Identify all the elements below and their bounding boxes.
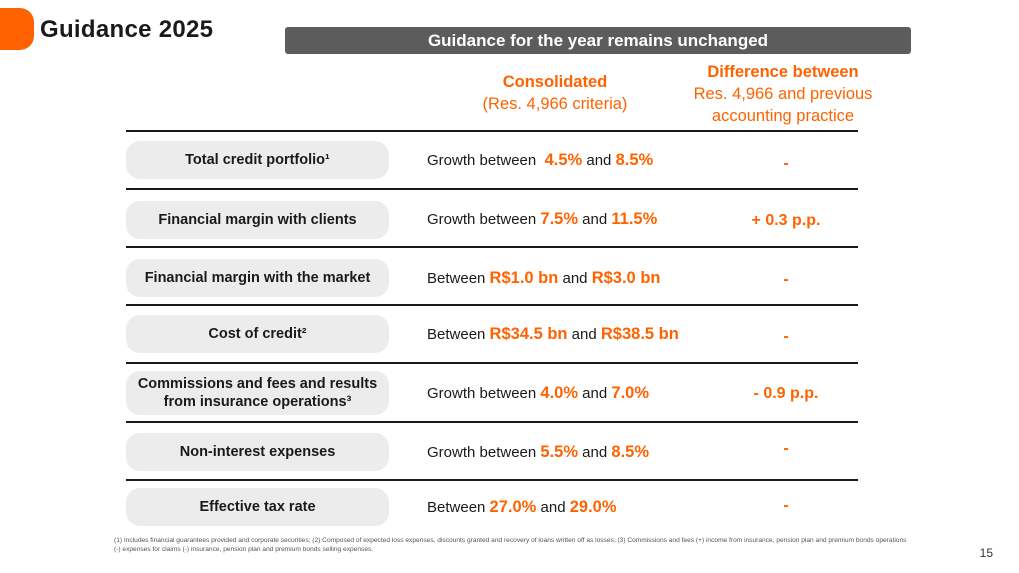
guidance-low-value: 27.0% xyxy=(489,498,537,516)
row-label: Cost of credit² xyxy=(208,326,307,342)
guidance-row: Financial margin with clients Growth bet… xyxy=(0,0,1019,239)
row-label-pill: Cost of credit² xyxy=(126,315,389,353)
row-separator xyxy=(126,130,858,132)
guidance-high-value: 11.5% xyxy=(611,210,658,228)
page-title: Guidance 2025 xyxy=(40,16,214,43)
guidance-row: Financial margin with the market Between… xyxy=(0,0,1019,297)
guidance-high-value: R$3.0 bn xyxy=(591,269,661,287)
difference-title: Difference between xyxy=(707,63,859,81)
row-difference: - xyxy=(783,271,789,288)
guidance-row: Non-interest expenses Growth between 5.5… xyxy=(0,0,1019,471)
guidance-prefix: Growth between xyxy=(427,385,541,402)
row-difference: - xyxy=(783,497,789,514)
row-label-pill: Non-interest expenses xyxy=(126,433,389,471)
guidance-and: and xyxy=(567,326,601,343)
row-separator xyxy=(126,246,858,248)
guidance-low-value: R$34.5 bn xyxy=(489,325,568,343)
guidance-high-value: 8.5% xyxy=(615,151,654,169)
guidance-row: Commissions and fees and results from in… xyxy=(0,0,1019,415)
guidance-and: and xyxy=(578,444,612,461)
row-separator xyxy=(126,362,858,364)
guidance-prefix: Growth between xyxy=(427,152,541,169)
guidance-and: and xyxy=(578,385,612,402)
row-separator xyxy=(126,304,858,306)
guidance-high-value: 7.0% xyxy=(611,384,649,402)
row-difference: - xyxy=(783,328,789,345)
row-guidance-text: Between 27.0% and 29.0% xyxy=(427,498,617,517)
row-label: Non-interest expenses xyxy=(179,444,336,460)
row-label-pill: Financial margin with clients xyxy=(126,201,389,239)
row-guidance-text: Growth between 4.5% and 8.5% xyxy=(427,151,653,170)
guidance-and: and xyxy=(578,211,612,228)
guidance-prefix: Between xyxy=(427,499,490,516)
consolidated-title: Consolidated xyxy=(502,73,608,91)
row-separator xyxy=(126,421,858,423)
guidance-high-value: 29.0% xyxy=(569,498,617,516)
row-label-line1: Commissions and fees and results xyxy=(137,376,378,392)
row-guidance-text: Between R$1.0 bn and R$3.0 bn xyxy=(427,269,660,288)
row-label-pill: Commissions and fees and results from in… xyxy=(126,371,389,415)
guidance-low-value: 7.5% xyxy=(540,210,579,228)
guidance-prefix: Growth between xyxy=(427,444,541,461)
difference-subtitle-line1: Res. 4,966 and previous xyxy=(693,85,873,103)
row-guidance-text: Growth between 4.0% and 7.0% xyxy=(427,384,649,403)
row-difference: + 0.3 p.p. xyxy=(751,212,821,229)
guidance-low-value: 4.5% xyxy=(544,151,583,169)
row-separator xyxy=(126,188,858,190)
guidance-high-value: R$38.5 bn xyxy=(600,325,679,343)
row-label-pill: Financial margin with the market xyxy=(126,259,389,297)
row-difference: - 0.9 p.p. xyxy=(753,385,819,402)
guidance-high-value: 8.5% xyxy=(611,443,649,461)
footnote: (1) Includes financial guarantees provid… xyxy=(114,537,907,553)
guidance-and: and xyxy=(582,152,616,169)
row-guidance-text: Growth between 7.5% and 11.5% xyxy=(427,210,657,229)
guidance-banner: Guidance for the year remains unchanged xyxy=(285,27,911,54)
page-number: 15 xyxy=(979,546,993,560)
difference-subtitle-line2: accounting practice xyxy=(711,107,855,125)
guidance-low-value: R$1.0 bn xyxy=(489,269,559,287)
row-label: Financial margin with the market xyxy=(144,270,371,286)
guidance-and: and xyxy=(536,499,570,516)
guidance-prefix: Between xyxy=(427,270,490,287)
row-difference: - xyxy=(783,440,789,457)
row-label: Financial margin with clients xyxy=(158,212,357,228)
row-guidance-text: Between R$34.5 bn and R$38.5 bn xyxy=(427,325,679,344)
guidance-prefix: Growth between xyxy=(427,211,541,228)
difference-column-header: Difference between Res. 4,966 and previo… xyxy=(668,61,898,127)
row-label-pill: Total credit portfolio¹ xyxy=(126,141,389,179)
row-guidance-text: Growth between 5.5% and 8.5% xyxy=(427,443,649,462)
guidance-low-value: 4.0% xyxy=(540,384,579,402)
row-separator xyxy=(126,479,858,481)
guidance-row: Total credit portfolio¹ Growth between 4… xyxy=(0,0,1019,179)
row-label: Total credit portfolio¹ xyxy=(185,152,330,168)
consolidated-subtitle: (Res. 4,966 criteria) xyxy=(482,95,628,113)
guidance-row: Cost of credit² Between R$34.5 bn and R$… xyxy=(0,0,1019,353)
brand-logo xyxy=(0,8,34,50)
guidance-row: Effective tax rate Between 27.0% and 29.… xyxy=(0,0,1019,526)
guidance-and: and xyxy=(558,270,592,287)
guidance-low-value: 5.5% xyxy=(540,443,579,461)
row-difference: - xyxy=(783,155,789,172)
guidance-prefix: Between xyxy=(427,326,490,343)
consolidated-column-header: Consolidated (Res. 4,966 criteria) xyxy=(455,71,655,115)
row-label: Effective tax rate xyxy=(199,499,316,515)
row-label-line2: from insurance operations³ xyxy=(163,394,352,410)
row-label-pill: Effective tax rate xyxy=(126,488,389,526)
